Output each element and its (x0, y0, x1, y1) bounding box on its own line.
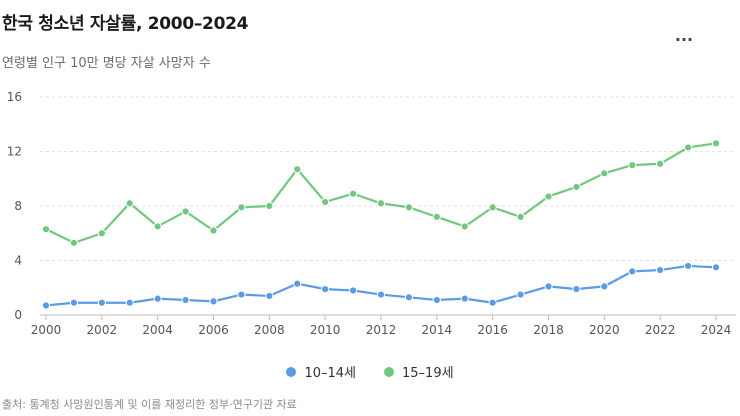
data-point (237, 290, 246, 299)
data-point (153, 222, 162, 231)
x-tick-label: 2012 (366, 323, 397, 337)
data-point (209, 297, 218, 306)
data-point (348, 189, 358, 198)
data-point (572, 182, 581, 192)
data-point (488, 203, 497, 212)
chart-subtitle: 연령별 인구 10만 명당 자살 사망자 수 (2, 56, 211, 71)
data-point (265, 291, 274, 301)
data-point (460, 294, 469, 303)
x-tick-label: 2018 (533, 323, 564, 337)
x-tick-label: 2006 (198, 323, 229, 337)
data-point (628, 267, 637, 276)
grid-lines (40, 96, 736, 261)
data-point (97, 298, 106, 307)
x-tick-label: 2020 (589, 323, 620, 337)
data-point (544, 282, 553, 291)
data-point (460, 222, 469, 231)
data-point (69, 238, 79, 247)
data-point (600, 282, 609, 291)
x-tick-label: 2016 (477, 323, 508, 337)
y-tick-label: 4 (14, 254, 22, 268)
data-point (628, 161, 637, 170)
x-tick-label: 2000 (31, 323, 62, 337)
data-point (516, 290, 525, 299)
x-tick-label: 2024 (701, 323, 732, 337)
data-point (97, 229, 106, 238)
data-point (41, 225, 51, 234)
data-point (376, 290, 386, 299)
legend-item[interactable]: 10–14세 (286, 362, 356, 381)
data-point (321, 197, 330, 207)
series-line (44, 264, 718, 307)
data-point (125, 199, 134, 208)
data-point (711, 139, 721, 148)
series-1 (41, 139, 721, 247)
data-point (572, 285, 581, 294)
data-point (237, 203, 246, 212)
data-point (432, 212, 441, 221)
data-point (265, 201, 274, 211)
data-point (348, 286, 358, 295)
source-note: 출처: 통계청 사망원인통계 및 이를 재정리한 정부·연구기관 자료 (2, 398, 297, 411)
line-chart: 0 4 8 12 16 2000 2002 2004 2006 2008 2010 2012 2014 2… (7, 90, 736, 337)
data-point (432, 295, 441, 305)
data-point (321, 285, 330, 294)
y-tick-label: 12 (7, 145, 22, 159)
data-point (404, 293, 414, 302)
x-tick-label: 2002 (87, 323, 118, 337)
y-tick-label: 0 (14, 308, 22, 322)
data-point (656, 159, 665, 168)
legend: 10–14세 15–19세 (0, 362, 740, 381)
x-tick-label: 2014 (422, 323, 453, 337)
data-point (376, 199, 386, 208)
data-point (516, 212, 525, 221)
legend-label: 10–14세 (304, 366, 356, 381)
axes: 0 4 8 12 16 2000 2002 2004 2006 2008 2010 2012 2014 2… (7, 90, 736, 337)
x-tick-label: 2008 (254, 323, 285, 337)
data-point (41, 301, 51, 310)
data-point (125, 298, 134, 307)
chart-title: 한국 청소년 자살률, 2000–2024 (2, 14, 249, 34)
x-tick-label: 2004 (142, 323, 173, 337)
data-point (293, 165, 302, 174)
data-point (181, 207, 190, 216)
series-0 (41, 261, 721, 310)
series-line (44, 142, 718, 244)
data-point (683, 143, 693, 152)
legend-marker (384, 366, 394, 377)
legend-marker (286, 366, 297, 377)
data-point (544, 192, 553, 201)
y-tick-label: 16 (7, 90, 22, 104)
data-point (209, 226, 218, 235)
legend-label: 15–19세 (402, 366, 454, 381)
data-point (683, 261, 693, 271)
x-tick-label: 2022 (645, 323, 676, 337)
data-point (488, 298, 497, 307)
data-point (600, 169, 609, 178)
data-point (69, 298, 79, 307)
data-point (181, 295, 190, 305)
data-point (293, 279, 302, 288)
data-point (153, 294, 162, 303)
x-tick-label: 2010 (310, 323, 341, 337)
legend-item[interactable]: 15–19세 (384, 362, 454, 381)
series-layer (41, 139, 721, 310)
data-point (404, 203, 414, 212)
data-point (656, 265, 665, 275)
data-point (711, 263, 721, 272)
y-tick-label: 8 (14, 199, 22, 213)
more-options-button[interactable]: ··· (674, 30, 694, 49)
